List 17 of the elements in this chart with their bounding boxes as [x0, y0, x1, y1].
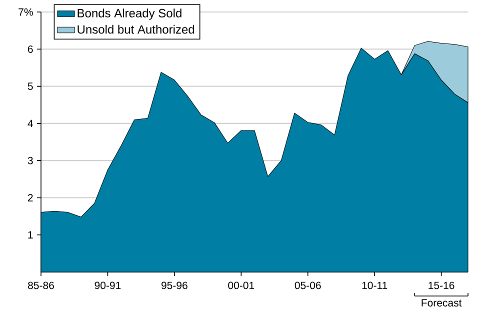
x-tick-label: 90-91 [94, 282, 121, 290]
x-tick-label: 95-96 [161, 282, 188, 290]
y-tick-label: 5 [28, 82, 33, 90]
x-tick-label: 05-06 [294, 282, 321, 290]
y-tick-label: 4 [28, 120, 33, 128]
x-tick-label: 10-11 [362, 282, 388, 290]
x-tick-label: 15-16 [428, 282, 454, 290]
x-tick-label: 00-01 [228, 282, 254, 290]
y-tick-label: 1 [28, 231, 33, 238]
legend-label: Unsold but Authorized [78, 24, 194, 34]
y-tick-label: 2 [28, 194, 33, 202]
y-tick-label: 6 [28, 45, 33, 53]
x-tick-label: 85-86 [28, 282, 54, 290]
text: Forecast [422, 299, 462, 307]
legend-label: Bonds Already Sold [78, 8, 182, 20]
y-tick-label: 3 [28, 156, 33, 164]
y-tick-label: 7% [18, 8, 33, 16]
